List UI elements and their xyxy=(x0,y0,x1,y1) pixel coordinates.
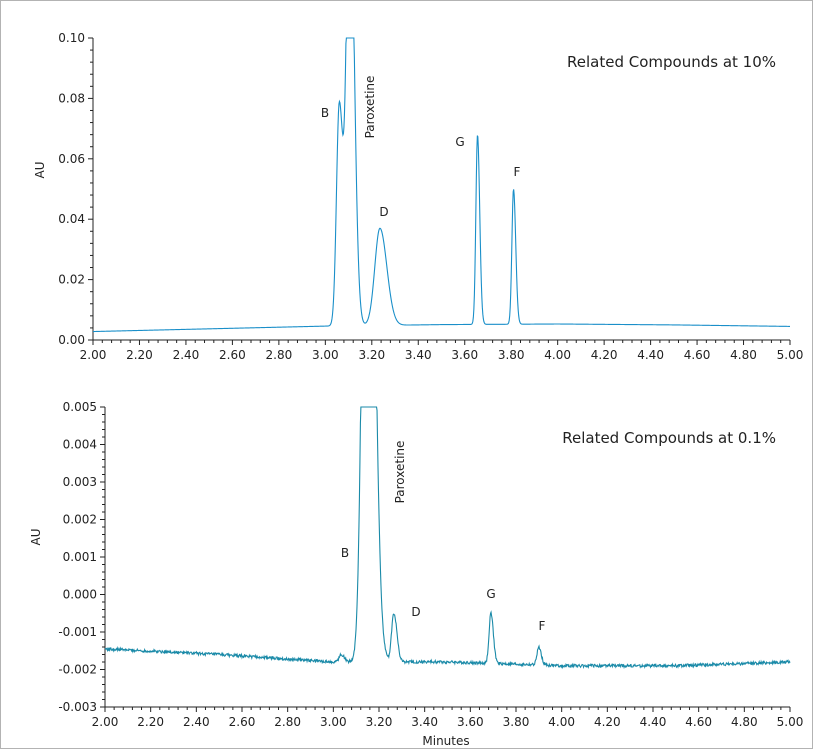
y-tick-label: -0.002 xyxy=(58,663,97,677)
x-tick-label: 3.00 xyxy=(312,348,339,362)
x-tick-label: 4.60 xyxy=(684,348,711,362)
y-tick-label: 0.001 xyxy=(63,550,97,564)
peak-label-f-top: F xyxy=(514,165,521,179)
x-tick-label: 2.20 xyxy=(137,715,164,729)
x-tick-label: 3.40 xyxy=(405,348,432,362)
y-tick-label: 0.002 xyxy=(63,513,97,527)
y-tick-label: 0.08 xyxy=(58,91,85,105)
x-tick-label: 3.20 xyxy=(366,715,393,729)
y-tick-label: -0.001 xyxy=(58,625,97,639)
chart-bottom: -0.003 -0.002 -0.001 0.000 0.001 0.002 0.003 0.… xyxy=(29,400,803,748)
y-ticks-top: 0.00 0.02 0.04 0.06 0.08 0.10 xyxy=(58,31,93,347)
y-axis-title-bottom: AU xyxy=(29,529,43,546)
x-tick-label: 3.00 xyxy=(320,715,347,729)
x-axis-title-bottom: Minutes xyxy=(422,734,469,748)
x-tick-label: 2.80 xyxy=(266,348,293,362)
peak-label-g-bottom: G xyxy=(486,587,495,601)
peak-label-paroxetine-top: Paroxetine xyxy=(363,76,377,139)
peak-label-d-bottom: D xyxy=(411,605,420,619)
peak-label-b-top: B xyxy=(321,106,329,120)
peak-label-d-top: D xyxy=(379,205,388,219)
peak-label-f-bottom: F xyxy=(539,619,546,633)
y-tick-label: 0.004 xyxy=(63,438,97,452)
y-tick-label: 0.04 xyxy=(58,212,85,226)
chart-title-top: Related Compounds at 10% xyxy=(567,53,776,71)
x-tick-label: 3.60 xyxy=(451,348,478,362)
y-tick-label: 0.003 xyxy=(63,475,97,489)
y-tick-label: 0.10 xyxy=(58,31,85,45)
x-tick-label: 5.00 xyxy=(777,348,804,362)
x-tick-label: 3.80 xyxy=(503,715,530,729)
x-tick-label: 2.80 xyxy=(274,715,301,729)
y-tick-label: 0.000 xyxy=(63,588,97,602)
chart-top: 0.00 0.02 0.04 0.06 0.08 0.10 2.00 2.20 2.40 2.6… xyxy=(33,31,803,362)
peak-label-g-top: G xyxy=(455,135,464,149)
x-tick-label: 3.80 xyxy=(498,348,525,362)
plot-area-bottom: -0.003 -0.002 -0.001 0.000 0.001 0.002 0.003 0.… xyxy=(58,400,803,729)
chromatogram-trace-bottom xyxy=(104,406,791,670)
x-tick-label: 4.00 xyxy=(544,348,571,362)
y-tick-label: 0.02 xyxy=(58,273,85,287)
y-axis-title-top: AU xyxy=(33,162,47,179)
x-tick-label: 4.60 xyxy=(685,715,712,729)
x-tick-label: 2.40 xyxy=(173,348,200,362)
x-ticks-bottom: 2.00 2.20 2.40 2.60 2.80 3.00 3.20 3.40 3.60 3.80… xyxy=(92,707,804,729)
x-tick-label: 4.40 xyxy=(637,348,664,362)
peak-label-paroxetine-bottom: Paroxetine xyxy=(393,441,407,504)
x-tick-label: 2.60 xyxy=(219,348,246,362)
x-tick-label: 2.00 xyxy=(80,348,107,362)
chart-title-bottom: Related Compounds at 0.1% xyxy=(562,429,776,447)
x-tick-label: 3.60 xyxy=(457,715,484,729)
peak-label-b-bottom: B xyxy=(341,546,349,560)
chromatogram-trace-top xyxy=(92,37,791,333)
x-tick-label: 5.00 xyxy=(777,715,804,729)
y-tick-label: -0.003 xyxy=(58,700,97,714)
y-tick-label: 0.06 xyxy=(58,152,85,166)
x-tick-label: 2.40 xyxy=(183,715,210,729)
x-tick-label: 4.20 xyxy=(594,715,621,729)
y-tick-label: 0.005 xyxy=(63,400,97,414)
plot-area-top: 0.00 0.02 0.04 0.06 0.08 0.10 2.00 2.20 2.40 2.6… xyxy=(58,31,803,362)
x-tick-label: 4.40 xyxy=(640,715,667,729)
x-tick-label: 4.20 xyxy=(591,348,618,362)
x-ticks-top: 2.00 2.20 2.40 2.60 2.80 3.00 3.20 3.40 3.60 3.80… xyxy=(80,340,804,362)
x-tick-label: 4.80 xyxy=(730,348,757,362)
y-tick-label: 0.00 xyxy=(58,333,85,347)
x-tick-label: 4.00 xyxy=(548,715,575,729)
x-tick-label: 3.20 xyxy=(358,348,385,362)
x-tick-label: 2.00 xyxy=(92,715,119,729)
y-ticks-bottom: -0.003 -0.002 -0.001 0.000 0.001 0.002 0.003 0.… xyxy=(58,400,105,714)
x-tick-label: 2.60 xyxy=(229,715,256,729)
x-tick-label: 2.20 xyxy=(126,348,153,362)
x-tick-label: 4.80 xyxy=(731,715,758,729)
x-tick-label: 3.40 xyxy=(411,715,438,729)
